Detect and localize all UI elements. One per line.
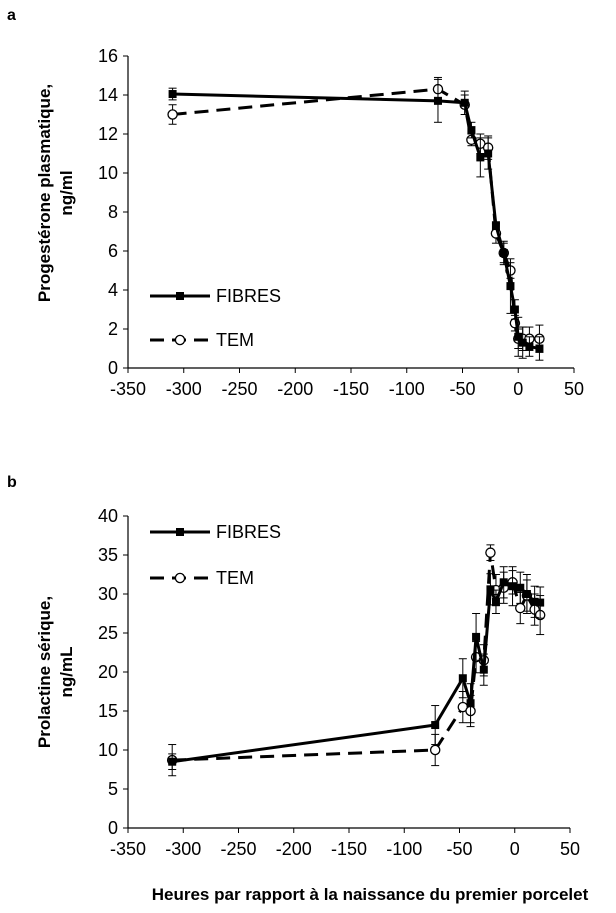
panel-b-ylabel-line1: Prolactine sérique, — [35, 596, 54, 748]
panel-a-x-tick-label: -300 — [166, 379, 202, 399]
panel-b-fibres-point — [530, 597, 539, 606]
panel-a-fibres-point — [433, 96, 442, 105]
panel-b-fibres-point — [516, 583, 525, 592]
panel-a-x-tick-label: -200 — [277, 379, 313, 399]
panel-a-y-tick-label: 0 — [108, 358, 118, 378]
panel-b-fibres-point — [479, 665, 488, 674]
panel-b-tem-point — [485, 547, 496, 558]
panel-b-x-tick-label: 0 — [510, 839, 520, 859]
panel-b-x-tick-label: -50 — [446, 839, 472, 859]
panel-b-x-tick-label: -100 — [386, 839, 422, 859]
legend-b-tem-marker — [174, 572, 186, 584]
panel-a-y-tick-label: 8 — [108, 202, 118, 222]
legend-a-tem-marker — [174, 334, 186, 346]
panel-b-fibres-point — [458, 674, 467, 683]
panel-a-x-tick-label: -250 — [221, 379, 257, 399]
panel-b-fibres-point — [472, 632, 481, 641]
panel-a-fibres-line — [172, 92, 540, 350]
panel-a-y-tick-label: 10 — [98, 163, 118, 183]
panel-a-x-tick-label: -350 — [110, 379, 146, 399]
panel-b-label: b — [7, 474, 17, 491]
panel-b-plot: -350 -300 -250 -200 -150 -100 -50 0 50 0 5 10 15 20 25… — [98, 506, 580, 859]
legend-b-tem-label: TEM — [216, 568, 254, 588]
panel-a-tem-point — [167, 109, 178, 120]
panel-b-y-tick-label: 20 — [98, 662, 118, 682]
panel-b-fibres-point — [508, 582, 517, 591]
panel-a-fibres-point — [514, 332, 523, 341]
panel-b-y-tick-label: 15 — [98, 701, 118, 721]
panel-b-ylabel-line2: ng/mL — [57, 647, 76, 698]
panel-b-x-tick-label: -350 — [110, 839, 146, 859]
panel-a-x-tick-label: -50 — [449, 379, 475, 399]
panel-b-xlabel: Heures par rapport à la naissance du pre… — [152, 885, 589, 904]
panel-b-fibres-point — [491, 597, 500, 606]
panel-a-x-tick-label: 50 — [564, 379, 584, 399]
panel-b-x-tick-label: -200 — [276, 839, 312, 859]
panel-a-x-tick-label: -100 — [389, 379, 425, 399]
panel-a-fibres-point — [491, 221, 500, 230]
panel-b-y-tick-label: 40 — [98, 506, 118, 526]
panel-a-y-tick-label: 16 — [98, 46, 118, 66]
panel-b-y-tick-label: 5 — [108, 779, 118, 799]
panel-a-fibres-point — [499, 248, 508, 257]
panel-b-y-tick-label: 10 — [98, 740, 118, 760]
panel-b-fibres-point — [522, 590, 531, 598]
panel-a-fibres-point — [460, 98, 469, 107]
legend-b-fibres-marker — [176, 528, 184, 536]
panel-b-fibres-point — [466, 699, 475, 708]
panel-a-fibres-point — [168, 90, 177, 99]
panel-a-y-tick-label: 2 — [108, 319, 118, 339]
panel-b-fibres-point — [431, 721, 440, 730]
panel-a-y-tick-label: 12 — [98, 124, 118, 144]
panel-a-ylabel-line1: Progestérone plasmatique, — [35, 84, 54, 302]
panel-a-fibres-point — [518, 338, 527, 347]
panel-a-fibres-point — [506, 282, 515, 291]
panel-a-y-tick-label: 6 — [108, 241, 118, 261]
panel-a-fibres-point — [476, 153, 485, 162]
legend-b-fibres-label: FIBRES — [216, 522, 281, 542]
panel-b-fibres-point — [536, 598, 545, 607]
panel-b-x-tick-label: -150 — [331, 839, 367, 859]
panel-b-fibres-point — [168, 757, 177, 766]
panel-b-x-tick-label: -250 — [220, 839, 256, 859]
panel-b-fibres-point — [486, 585, 495, 594]
panel-b-y-tick-label: 35 — [98, 545, 118, 565]
panel-a-fibres-point — [467, 126, 476, 135]
legend-a-tem-label: TEM — [216, 330, 254, 350]
panel-b-y-tick-label: 30 — [98, 584, 118, 604]
panel-a-fibres-point — [535, 344, 544, 353]
panel-b-tem-point — [429, 744, 441, 756]
panel-a-fibres-point — [525, 342, 534, 351]
panel-b-y-tick-label: 25 — [98, 623, 118, 643]
panel-a-plot: -350 -300 -250 -200 -150 -100 -50 0 50 0 2 4 6 8 10 12 1… — [98, 46, 584, 399]
panel-a-ylabel-line2: ng/ml — [57, 170, 76, 215]
panel-a-x-tick-label: -150 — [333, 379, 369, 399]
panel-b-x-tick-label: 50 — [560, 839, 580, 859]
legend-a-fibres-marker — [176, 292, 184, 300]
legend-a-fibres-label: FIBRES — [216, 286, 281, 306]
panel-b-x-tick-label: -300 — [165, 839, 201, 859]
panel-a-label: a — [7, 7, 16, 24]
panel-a-fibres-point — [510, 305, 519, 314]
panel-a-x-tick-label: 0 — [513, 379, 523, 399]
panel-a-y-tick-label: 4 — [108, 280, 118, 300]
panel-b-y-tick-label: 0 — [108, 818, 118, 838]
panel-a-y-tick-label: 14 — [98, 85, 118, 105]
panel-a-fibres-point — [484, 149, 493, 158]
panel-b-fibres-point — [499, 578, 508, 587]
panel-b-tem-point — [515, 602, 526, 614]
